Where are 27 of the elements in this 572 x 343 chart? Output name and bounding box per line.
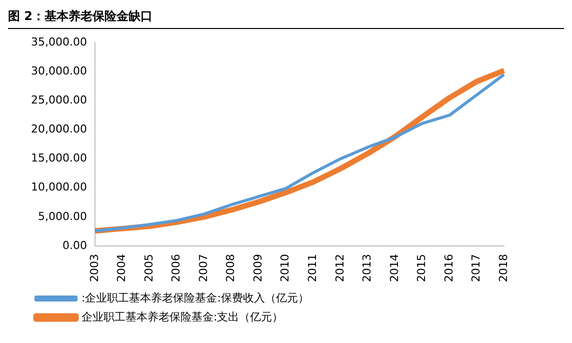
x-tick-label: 2012 xyxy=(333,254,346,282)
x-tick-label: 2005 xyxy=(142,254,156,282)
x-tick-label: 2016 xyxy=(442,254,456,282)
y-tick-label: 25,000.00 xyxy=(31,94,87,107)
x-tick-label: 2013 xyxy=(360,254,374,282)
chart-title: 图 2：基本养老保险金缺口 xyxy=(8,8,564,29)
y-tick-label: 20,000.00 xyxy=(31,122,87,136)
y-tick-label: 0.00 xyxy=(62,238,87,252)
x-tick-label: 2015 xyxy=(415,254,428,282)
x-tick-label: 2018 xyxy=(496,254,510,282)
x-tick-label: 2014 xyxy=(388,254,401,282)
x-tick-label: 2009 xyxy=(251,254,264,282)
x-tick-label: 2006 xyxy=(170,254,183,282)
x-tick-label: 2008 xyxy=(224,254,238,282)
x-tick-label: 2017 xyxy=(470,254,483,282)
x-tick-label: 2004 xyxy=(115,254,128,282)
x-tick-label: 2011 xyxy=(306,254,319,282)
y-tick-label: 35,000.00 xyxy=(31,35,87,48)
x-tick-label: 2007 xyxy=(196,254,210,282)
legend-label: 企业职工基本养老保险基金:支出（亿元） xyxy=(82,310,284,324)
y-tick-label: 10,000.00 xyxy=(31,180,87,194)
y-tick-label: 5,000.00 xyxy=(38,210,87,223)
y-tick-label: 30,000.00 xyxy=(31,64,87,78)
x-tick-label: 2010 xyxy=(278,254,292,282)
x-tick-label: 2003 xyxy=(88,254,101,282)
y-tick-label: 15,000.00 xyxy=(31,152,87,165)
legend-label: :企业职工基本养老保险基金:保费收入（亿元） xyxy=(82,291,309,304)
